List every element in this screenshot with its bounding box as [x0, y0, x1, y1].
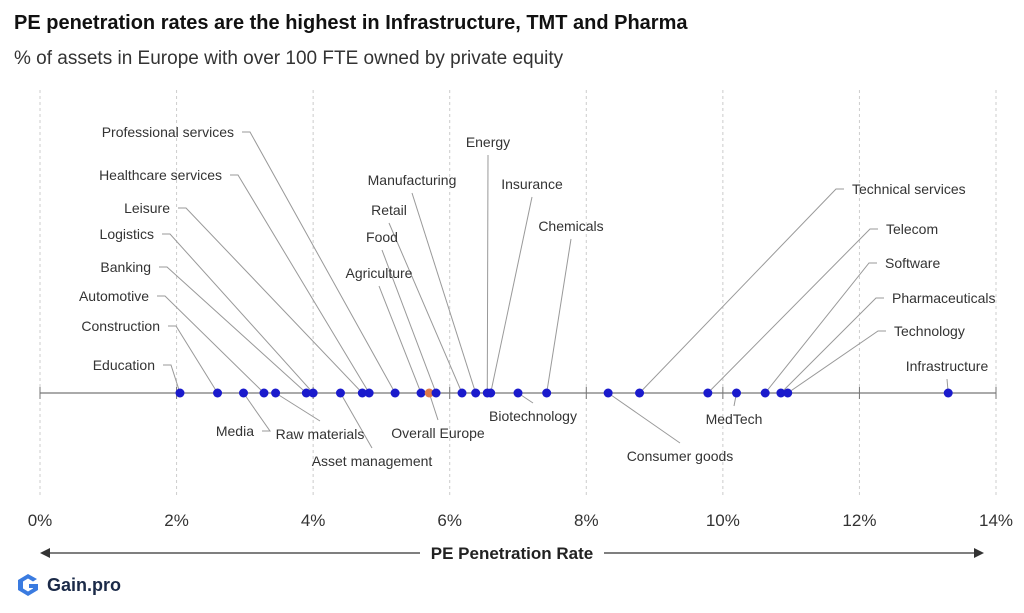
data-label: Manufacturing: [368, 172, 457, 188]
data-label: Leisure: [124, 200, 170, 216]
data-label: Healthcare services: [99, 167, 222, 183]
data-label: Consumer goods: [627, 448, 734, 464]
leader-line: [607, 392, 681, 444]
data-label: Automotive: [79, 288, 149, 304]
data-point: [760, 388, 770, 398]
leader-line: [168, 325, 218, 394]
x-tick-label: 0%: [28, 511, 53, 530]
data-label: Raw materials: [276, 426, 365, 442]
leader-line: [381, 249, 437, 394]
chart-subtitle: % of assets in Europe with over 100 FTE …: [14, 48, 564, 69]
data-label: Telecom: [886, 221, 938, 237]
x-tick-label: 4%: [301, 511, 326, 530]
leader-line: [411, 192, 477, 394]
data-point: [364, 388, 374, 398]
data-label: Pharmaceuticals: [892, 290, 996, 306]
data-label: Chemicals: [538, 218, 603, 234]
data-label: Banking: [100, 259, 151, 275]
leader-line: [546, 238, 572, 394]
leader-line: [163, 364, 181, 394]
data-label: Technical services: [852, 181, 966, 197]
data-point: [175, 388, 185, 398]
data-point: [335, 388, 345, 398]
data-point: [390, 388, 400, 398]
data-point: [301, 388, 311, 398]
leader-line: [486, 154, 489, 394]
leader-line: [230, 174, 370, 394]
data-point: [424, 388, 434, 398]
data-point: [308, 388, 318, 398]
data-label: Overall Europe: [391, 425, 485, 441]
leader-line: [243, 392, 271, 432]
data-point: [943, 388, 953, 398]
leader-line: [428, 392, 439, 421]
data-point: [431, 388, 441, 398]
data-point: [486, 388, 496, 398]
data-label: Technology: [894, 323, 965, 339]
data-point: [213, 388, 223, 398]
leader-line: [787, 330, 886, 394]
x-tick-label: 10%: [706, 511, 740, 530]
leader-line: [275, 392, 321, 422]
leader-line: [780, 297, 884, 394]
leader-line: [388, 222, 463, 394]
leader-line: [764, 262, 877, 394]
data-point: [776, 388, 786, 398]
data-label: MedTech: [706, 411, 763, 427]
data-point: [471, 388, 481, 398]
x-axis-label: PE Penetration Rate: [431, 544, 594, 563]
x-tick-label: 6%: [437, 511, 462, 530]
leader-line: [178, 207, 363, 394]
leader-line: [159, 266, 307, 394]
x-tick-label: 2%: [164, 511, 189, 530]
data-label: Asset management: [312, 453, 433, 469]
data-label: Biotechnology: [489, 408, 577, 424]
leader-line: [340, 392, 373, 449]
gain-pro-logo-icon: [18, 574, 38, 596]
data-point: [513, 388, 523, 398]
leader-line: [378, 285, 422, 394]
data-point: [783, 388, 793, 398]
data-point: [703, 388, 713, 398]
data-label: Education: [93, 357, 155, 373]
data-label: Retail: [371, 202, 407, 218]
data-label: Logistics: [100, 226, 154, 242]
data-label: Agriculture: [346, 265, 413, 281]
leader-line: [490, 196, 533, 394]
data-label: Food: [366, 229, 398, 245]
data-label: Software: [885, 255, 940, 271]
x-tick-label: 12%: [842, 511, 876, 530]
data-point: [238, 388, 248, 398]
data-point: [603, 388, 613, 398]
data-label: Media: [216, 423, 254, 439]
leader-line: [639, 188, 844, 394]
data-label: Insurance: [501, 176, 563, 192]
brand-name: Gain.pro: [47, 574, 122, 595]
data-point: [271, 388, 281, 398]
data-point: [635, 388, 645, 398]
data-label: Infrastructure: [906, 358, 989, 374]
x-tick-label: 14%: [979, 511, 1013, 530]
chart-title: PE penetration rates are the highest in …: [14, 12, 688, 34]
data-point: [357, 388, 367, 398]
x-tick-label: 8%: [574, 511, 599, 530]
leader-line: [242, 131, 396, 394]
leader-line: [707, 228, 878, 394]
data-label: Professional services: [102, 124, 234, 140]
data-label: Construction: [81, 318, 160, 334]
data-point: [259, 388, 269, 398]
data-point: [542, 388, 552, 398]
brand: Gain.pro: [15, 572, 121, 598]
data-point: [457, 388, 467, 398]
data-point: [416, 388, 426, 398]
arrow-left-icon: [40, 548, 50, 558]
leader-line: [162, 233, 314, 394]
leader-line: [157, 295, 265, 394]
data-point: [732, 388, 742, 398]
arrow-right-icon: [974, 548, 984, 558]
data-label: Energy: [466, 134, 510, 150]
